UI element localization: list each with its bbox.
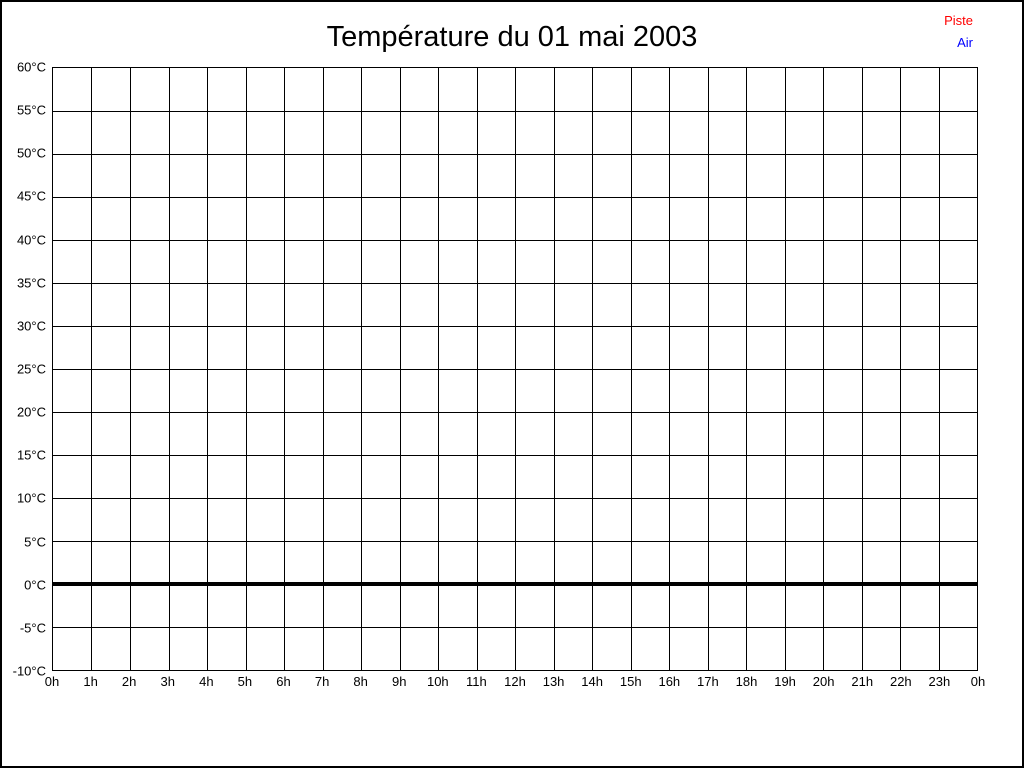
y-tick-label: -10°C <box>12 663 46 679</box>
y-tick-label: 5°C <box>24 534 46 550</box>
y-tick-label: 35°C <box>16 275 46 291</box>
horizontal-gridline <box>53 412 977 413</box>
x-tick-label: 19h <box>774 674 796 689</box>
y-tick-label: 45°C <box>16 188 46 204</box>
x-tick-label: 21h <box>851 674 874 689</box>
x-tick-label: 2h <box>121 674 137 689</box>
x-tick-label: 1h <box>83 674 98 689</box>
x-tick-label: 23h <box>928 674 951 689</box>
horizontal-gridline <box>53 455 977 456</box>
legend-item-piste: Piste <box>944 13 973 28</box>
horizontal-gridline <box>53 240 977 241</box>
x-tick-label: 22h <box>889 674 912 689</box>
y-tick-label: 10°C <box>16 490 46 506</box>
horizontal-gridline <box>53 197 977 198</box>
x-tick-label: 0h <box>970 674 986 689</box>
x-tick-label: 20h <box>812 674 835 689</box>
x-tick-label: 5h <box>237 674 253 689</box>
zero-degree-line <box>53 582 977 586</box>
plot-area <box>52 67 978 671</box>
y-tick-label: 50°C <box>16 145 46 161</box>
y-tick-label: 0°C <box>24 577 46 593</box>
horizontal-gridline <box>53 326 977 327</box>
x-tick-label: 15h <box>619 674 642 689</box>
x-tick-label: 10h <box>426 674 449 689</box>
y-tick-label: -5°C <box>19 620 46 636</box>
x-axis-labels: 0h 1h 2h 3h 4h 5h 6h 7h 8h 9h 10h 11h 12h 13h 14h 15h 16… <box>45 674 985 696</box>
x-tick-label: 3h <box>160 674 175 689</box>
horizontal-gridline <box>53 498 977 499</box>
chart-title: Température du 01 mai 2003 <box>326 21 698 53</box>
horizontal-gridline <box>53 541 977 542</box>
horizontal-gridline <box>53 369 977 370</box>
x-tick-label: 8h <box>353 674 368 689</box>
x-tick-label: 11h <box>466 674 487 689</box>
x-tick-label: 16h <box>658 674 681 689</box>
x-tick-label: 17h <box>697 674 719 689</box>
x-tick-label: 6h <box>276 674 291 689</box>
y-tick-label: 30°C <box>16 318 46 334</box>
horizontal-gridline <box>53 111 977 112</box>
x-tick-label: 0h <box>44 674 60 689</box>
y-tick-label: 25°C <box>16 361 46 377</box>
x-tick-label: 18h <box>735 674 758 689</box>
horizontal-gridline <box>53 626 977 628</box>
horizontal-gridline <box>53 154 977 155</box>
x-tick-label: 4h <box>199 674 214 689</box>
y-tick-label: 20°C <box>16 404 46 420</box>
y-tick-label: 40°C <box>16 232 46 248</box>
legend-item-air: Air <box>957 35 973 50</box>
x-tick-label: 13h <box>542 674 565 689</box>
y-tick-label: 60°C <box>16 59 46 75</box>
chart-legend: Piste Air <box>944 10 973 54</box>
x-tick-label: 12h <box>504 674 526 689</box>
y-axis-labels: 60°C 55°C 50°C 45°C 40°C 35°C 30°C 25°C 20°C 15°C… <box>2 60 48 679</box>
x-tick-label: 14h <box>581 674 604 689</box>
x-tick-label: 9h <box>392 674 407 689</box>
y-tick-label: 55°C <box>16 102 46 118</box>
y-tick-label: 15°C <box>16 447 46 463</box>
horizontal-gridline <box>53 283 977 284</box>
x-tick-label: 7h <box>314 674 330 689</box>
